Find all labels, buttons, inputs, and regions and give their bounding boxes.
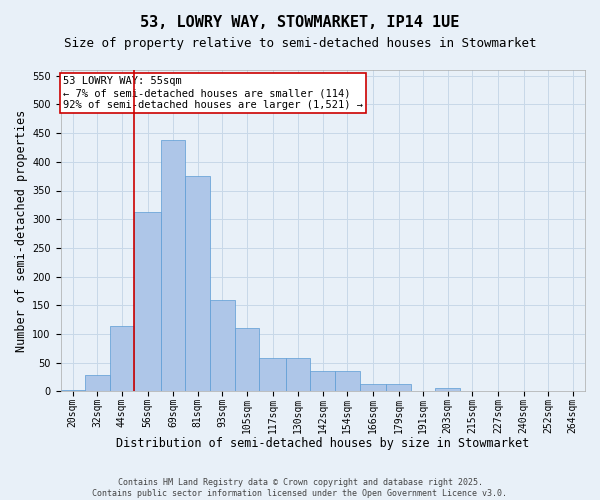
Y-axis label: Number of semi-detached properties: Number of semi-detached properties	[15, 110, 28, 352]
Bar	[386, 384, 411, 392]
Text: Contains HM Land Registry data © Crown copyright and database right 2025.
Contai: Contains HM Land Registry data © Crown c…	[92, 478, 508, 498]
Bar	[359, 384, 386, 392]
Bar	[110, 326, 134, 392]
X-axis label: Distribution of semi-detached houses by size in Stowmarket: Distribution of semi-detached houses by …	[116, 437, 529, 450]
Bar	[85, 376, 110, 392]
Text: 53, LOWRY WAY, STOWMARKET, IP14 1UE: 53, LOWRY WAY, STOWMARKET, IP14 1UE	[140, 15, 460, 30]
Bar	[61, 390, 85, 392]
Text: Size of property relative to semi-detached houses in Stowmarket: Size of property relative to semi-detach…	[64, 38, 536, 51]
Bar	[235, 328, 259, 392]
Bar	[161, 140, 185, 392]
Bar	[210, 300, 235, 392]
Bar	[335, 370, 359, 392]
Bar	[310, 370, 335, 392]
Bar	[185, 176, 210, 392]
Bar	[259, 358, 286, 392]
Bar	[134, 212, 161, 392]
Bar	[436, 388, 460, 392]
Bar	[286, 358, 310, 392]
Text: 53 LOWRY WAY: 55sqm
← 7% of semi-detached houses are smaller (114)
92% of semi-d: 53 LOWRY WAY: 55sqm ← 7% of semi-detache…	[63, 76, 363, 110]
